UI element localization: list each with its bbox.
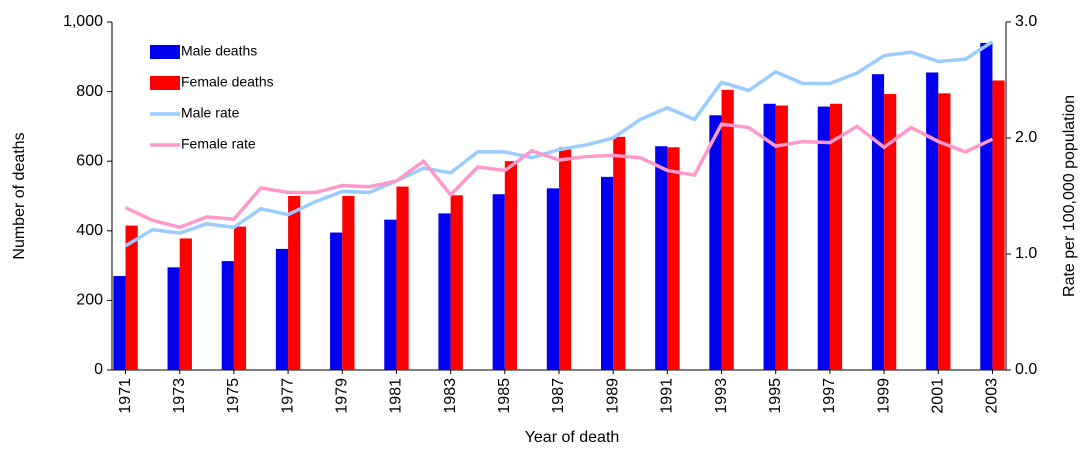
bar: [775, 105, 788, 371]
x-tick-label: 1993: [713, 378, 730, 414]
bar: [721, 89, 734, 371]
y-tick-label: 400: [76, 222, 103, 239]
x-axis-title: Year of death: [525, 429, 620, 446]
bar: [980, 42, 993, 370]
bar: [396, 186, 409, 370]
x-tick-label: 1979: [333, 378, 350, 414]
x-tick-label: 1977: [279, 378, 296, 414]
y-tick-label: 1,000: [63, 13, 103, 30]
bar: [613, 136, 626, 370]
legend-label: Female rate: [181, 136, 256, 152]
bar: [546, 188, 559, 370]
y2-tick-label: 3.0: [1015, 13, 1037, 30]
bar: [342, 196, 355, 370]
legend-swatch: [150, 76, 180, 90]
y-tick-label: 200: [76, 292, 103, 309]
x-tick-label: 1991: [659, 378, 676, 414]
bar: [221, 261, 234, 370]
x-tick-label: 1981: [388, 378, 405, 414]
x-tick-label: 2003: [984, 378, 1001, 414]
y-tick-label: 600: [76, 152, 103, 169]
bar: [125, 225, 138, 370]
bar: [655, 146, 668, 370]
x-tick-label: 2001: [929, 378, 946, 414]
x-tick-label: 1983: [442, 378, 459, 414]
bar: [438, 213, 451, 370]
bar: [167, 267, 180, 370]
legend-swatch: [150, 45, 180, 59]
bar: [384, 219, 397, 370]
x-tick-label: 1999: [875, 378, 892, 414]
x-tick-label: 1975: [225, 378, 242, 414]
legend-label: Female deaths: [181, 74, 274, 90]
x-tick-label: 1995: [767, 378, 784, 414]
bar: [330, 232, 343, 370]
y2-tick-label: 2.0: [1015, 129, 1037, 146]
x-tick-label: 1997: [821, 378, 838, 414]
bar: [504, 161, 518, 370]
bar: [288, 196, 301, 370]
bar: [829, 103, 843, 370]
bar: [113, 276, 126, 370]
bar: [179, 238, 192, 370]
y2-tick-label: 0.0: [1015, 361, 1037, 378]
x-tick-label: 1989: [604, 378, 621, 414]
legend-label: Male deaths: [181, 43, 257, 59]
y-axis-title: Number of deaths: [11, 132, 28, 259]
bar: [492, 194, 505, 370]
line: [124, 40, 994, 248]
bar: [275, 248, 289, 370]
bar: [884, 94, 897, 370]
bar: [559, 147, 572, 370]
bar: [871, 74, 885, 370]
bar: [817, 106, 830, 371]
y-tick-label: 0: [94, 361, 103, 378]
y-tick-label: 800: [76, 83, 103, 100]
y2-axis-title: Rate per 100,000 population: [1061, 95, 1078, 297]
y2-tick-label: 1.0: [1015, 245, 1037, 262]
bar: [709, 115, 722, 370]
x-tick-label: 1985: [496, 378, 513, 414]
legend-label: Male rate: [181, 105, 240, 121]
line: [124, 122, 994, 230]
bar: [926, 72, 939, 371]
bar: [450, 195, 463, 370]
x-tick-label: 1971: [117, 378, 134, 414]
x-tick-label: 1973: [171, 378, 188, 414]
bar: [600, 176, 614, 370]
bar: [992, 80, 1005, 371]
bar: [938, 93, 951, 370]
bar: [763, 103, 776, 370]
x-tick-label: 1987: [550, 378, 567, 414]
bar: [667, 147, 680, 370]
bar: [233, 226, 247, 370]
